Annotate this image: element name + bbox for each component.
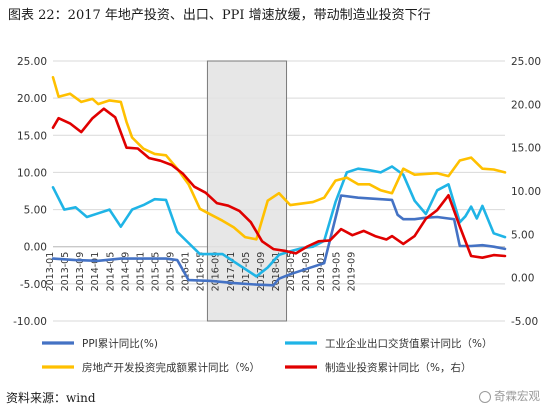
series-lines [51,76,507,287]
x-tick-label: 2017-01 [226,252,237,292]
x-tick-label: 2015-09 [166,252,177,292]
watermark: 奇霖宏观 [479,388,540,404]
legend-label: PPI累计同比(%) [82,337,158,350]
x-tick-label: 2019-05 [331,252,342,292]
series-line [51,194,507,287]
left-tick-label: 0.00 [24,242,47,254]
legend-label: 房地产开发投资完成额累计同比（%） [82,361,260,374]
right-tick-label: 20.00 [511,99,541,111]
right-tick-label: 15.00 [511,143,541,155]
x-tick-label: 2017-05 [241,252,252,292]
x-tick-label: 2016-05 [196,252,207,292]
x-tick-label: 2019-09 [346,252,357,292]
series-line [51,165,507,278]
series-line [51,107,507,259]
left-tick-label: 10.00 [17,167,47,179]
series-line [51,76,507,241]
x-tick-label: 2015-01 [135,252,146,292]
right-tick-label: 5.00 [511,229,534,241]
left-tick-label: 25.00 [17,56,47,68]
right-tick-label: -5.00 [511,316,538,328]
left-tick-label: 20.00 [17,93,47,105]
x-tick-label: 2014-01 [90,252,101,292]
x-tick-label: 2015-05 [150,252,161,292]
left-tick-label: -5.00 [20,279,47,291]
wechat-icon [479,391,491,403]
right-tick-label: 10.00 [511,186,541,198]
source-note: 资料来源：wind [6,391,96,405]
x-axis: 2013-01 2013-05 2013-09 2014-01 2014-05 2014-… [45,252,357,292]
right-y-axis: -5.00 0.00 5.00 10.00 15.00 20.00 25.00 [511,56,541,328]
left-tick-label: 15.00 [17,130,47,142]
x-tick-label: 2016-09 [211,252,222,292]
x-tick-label: 2014-09 [120,252,131,292]
left-y-axis: -10.00 -5.00 0.00 5.00 10.00 15.00 20.00 25.00 [13,56,47,328]
legend-label: 工业企业出口交货值累计同比（%） [325,337,492,350]
x-tick-label: 2018-05 [286,252,297,292]
x-tick-label: 2018-01 [271,252,282,292]
highlight-box [206,60,288,322]
legend-label: 制造业投资累计同比（%，右） [325,361,471,374]
x-tick-label: 2019-01 [316,252,327,292]
x-tick-label: 2014-05 [105,252,116,292]
right-tick-label: 0.00 [511,273,534,285]
x-tick-label: 2013-09 [75,252,86,292]
figure-title: 图表 22：2017 年地产投资、出口、PPI 增速放缓，带动制造业投资下行 [8,8,431,23]
left-tick-label: -10.00 [13,316,47,328]
right-tick-label: 25.00 [511,56,541,68]
x-tick-label: 2013-01 [45,252,56,292]
watermark-text: 奇霖宏观 [494,389,540,403]
x-tick-label: 2016-01 [181,252,192,292]
highlight-region [206,60,288,322]
left-tick-label: 5.00 [24,205,47,217]
x-tick-label: 2018-09 [301,252,312,292]
x-tick-label: 2013-05 [60,252,71,292]
legend: PPI累计同比(%) 工业企业出口交货值累计同比（%） 房地产开发投资完成额累计同比… [42,337,492,374]
